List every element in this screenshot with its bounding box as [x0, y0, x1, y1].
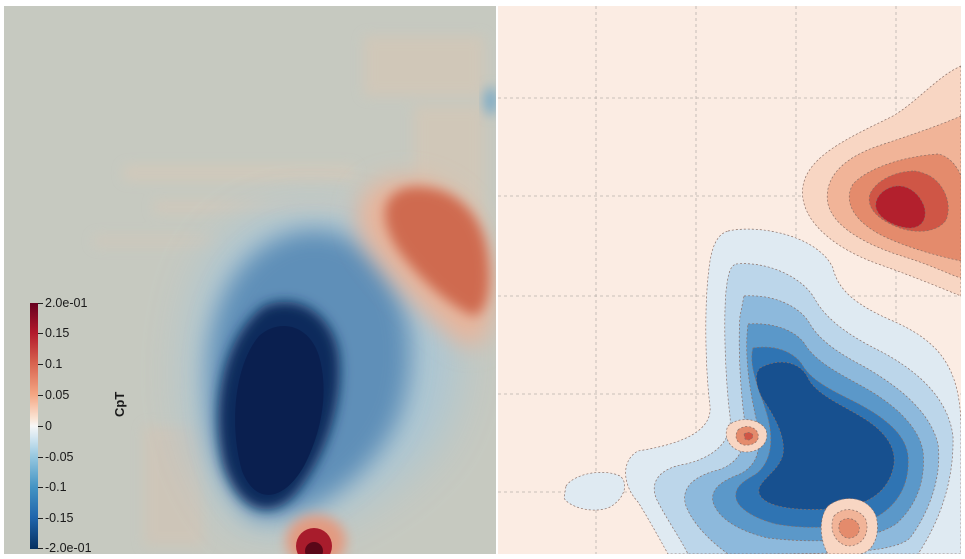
simulation-field-image	[4, 6, 496, 554]
contour-positive-island-peak	[743, 432, 754, 441]
contour-level-neg-6	[756, 361, 895, 510]
colorbar-tick	[38, 395, 43, 396]
colorbar-tick	[38, 518, 43, 519]
colorbar-label: 0	[45, 419, 52, 433]
contour-plot	[498, 6, 961, 554]
colorbar-tick	[38, 333, 43, 334]
colorbar-tick	[38, 303, 43, 304]
colorbar-title: CpT	[112, 391, 127, 417]
colorbar-label: 0.05	[45, 388, 70, 402]
colorbar-label: 0.15	[45, 326, 70, 340]
colorbar-label: 0.1	[45, 357, 63, 371]
colorbar: 2.0e-01 0.15 0.1 0.05 0 -0.05 -0.1 -0.15…	[30, 297, 140, 554]
colorbar-label: -0.15	[45, 511, 74, 525]
colorbar-tick	[38, 548, 43, 549]
contour-plot-panel	[498, 6, 961, 554]
simulation-field-panel: 2.0e-01 0.15 0.1 0.05 0 -0.05 -0.1 -0.15…	[4, 6, 496, 554]
colorbar-label-max: 2.0e-01	[45, 296, 88, 310]
colorbar-label: -0.1	[45, 480, 67, 494]
colorbar-tick	[38, 457, 43, 458]
colorbar-gradient	[30, 303, 38, 549]
colorbar-label-min: -2.0e-01	[45, 541, 92, 554]
colorbar-tick	[38, 426, 43, 427]
colorbar-tick	[38, 364, 43, 365]
contour-negative-patch	[563, 472, 625, 511]
colorbar-label: -0.05	[45, 450, 74, 464]
contour-level-pos-5	[875, 185, 926, 229]
contour-positive-bottom-core	[838, 518, 860, 539]
colorbar-tick	[38, 487, 43, 488]
